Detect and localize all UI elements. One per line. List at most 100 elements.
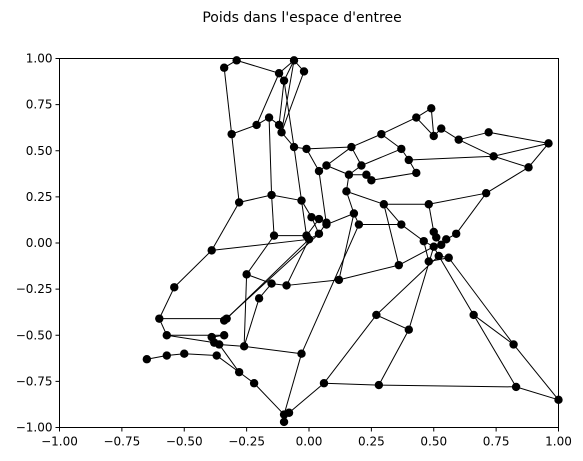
edge-80: [318, 170, 327, 225]
edge-114: [323, 314, 377, 384]
edge-15: [283, 80, 295, 148]
edge-107: [184, 353, 217, 357]
edge-63: [383, 203, 402, 225]
node-point-24: [397, 144, 406, 154]
node-point-25: [404, 155, 413, 165]
edge-86: [246, 235, 275, 275]
node-point-64: [267, 279, 276, 288]
edge-104: [223, 233, 320, 321]
x-tick-label-2: −0.50: [166, 435, 203, 449]
node-point-14: [322, 161, 331, 170]
edge-129: [338, 213, 355, 281]
edge-21: [381, 117, 417, 135]
node-point-11: [289, 142, 299, 152]
edge-85: [173, 250, 213, 288]
edge-64: [428, 204, 435, 233]
node-point-55: [452, 229, 461, 238]
node-point-68: [254, 294, 264, 303]
edge-1: [236, 59, 280, 74]
chart-title: Poids dans l'espace d'entree: [202, 10, 401, 26]
edge-layer: [146, 59, 559, 423]
node-point-59: [424, 257, 433, 266]
x-tick-label-0: −1.00: [41, 435, 78, 449]
edge-122: [473, 314, 514, 345]
node-point-15: [347, 142, 356, 152]
edge-123: [513, 344, 559, 401]
node-point-8: [264, 113, 274, 122]
edge-19: [326, 146, 352, 166]
edge-69: [455, 192, 487, 235]
edge-7: [231, 124, 257, 135]
node-point-13: [314, 166, 324, 176]
edge-130: [383, 204, 400, 266]
node-point-84: [297, 349, 306, 358]
edge-136: [326, 213, 355, 226]
node-point-31: [489, 152, 498, 161]
edge-17: [306, 148, 320, 172]
y-tick-label-7: −0.75: [16, 374, 53, 388]
edge-92: [158, 287, 175, 319]
y-tick-label-5: −0.25: [16, 282, 53, 296]
y-axis: 1.00 0.75 0.50 0.25 0.00 −0.25 −0.50 −0.75 −1.00: [16, 52, 60, 435]
node-point-73: [219, 331, 229, 340]
y-tick-label-1: 0.75: [26, 98, 53, 112]
node-point-60: [269, 231, 279, 240]
edge-126: [378, 329, 410, 386]
node-point-72: [162, 331, 171, 340]
edge-91: [398, 246, 434, 266]
node-point-10: [277, 128, 286, 137]
edge-13: [256, 73, 280, 126]
edge-113: [288, 382, 325, 414]
edge-118: [244, 345, 302, 355]
node-point-32: [524, 163, 533, 172]
node-point-82: [234, 367, 244, 377]
node-point-23: [544, 139, 553, 148]
node-point-40: [307, 212, 316, 222]
node-point-18: [427, 104, 436, 113]
node-point-63: [170, 283, 179, 292]
edge-39: [528, 143, 549, 168]
edge-55: [346, 190, 385, 205]
edge-14: [278, 80, 285, 125]
node-point-20: [437, 124, 446, 133]
edge-47: [293, 146, 303, 201]
edge-117: [283, 353, 302, 415]
node-layer: [142, 56, 563, 427]
edge-46: [268, 117, 273, 196]
node-point-2: [274, 69, 284, 78]
edge-28: [415, 117, 435, 137]
edge-132: [243, 274, 248, 347]
node-point-91: [511, 382, 521, 392]
node-point-0: [219, 63, 229, 72]
node-point-65: [282, 281, 291, 290]
node-point-88: [469, 310, 478, 320]
node-point-30: [412, 168, 421, 178]
edge-133: [166, 334, 215, 344]
node-point-39: [297, 196, 306, 205]
edge-27: [488, 131, 549, 144]
node-point-28: [362, 170, 371, 179]
edge-87: [246, 273, 272, 285]
node-point-76: [214, 340, 224, 349]
x-axis: −1.00 −0.75 −0.50 −0.25 0.00 0.25 0.50 0.75 1.00: [41, 427, 572, 449]
x-tick-label-4: 0.00: [296, 435, 323, 449]
y-tick-label-4: 0.00: [26, 236, 53, 250]
edge-121: [438, 255, 475, 316]
node-point-86: [372, 310, 381, 320]
node-point-58: [444, 253, 453, 262]
node-point-61: [207, 246, 216, 255]
node-point-38: [267, 190, 276, 200]
edge-124: [378, 384, 517, 388]
edge-41: [458, 139, 494, 157]
edge-43: [306, 146, 352, 150]
node-point-26: [357, 161, 366, 170]
node-point-90: [374, 380, 384, 390]
node-point-66: [334, 275, 344, 285]
node-point-27: [344, 170, 354, 179]
edge-40: [493, 142, 549, 157]
node-point-47: [349, 209, 359, 218]
edge-26: [458, 131, 489, 141]
x-tick-label-5: 0.25: [358, 435, 385, 449]
x-tick-label-1: −0.75: [103, 435, 140, 449]
